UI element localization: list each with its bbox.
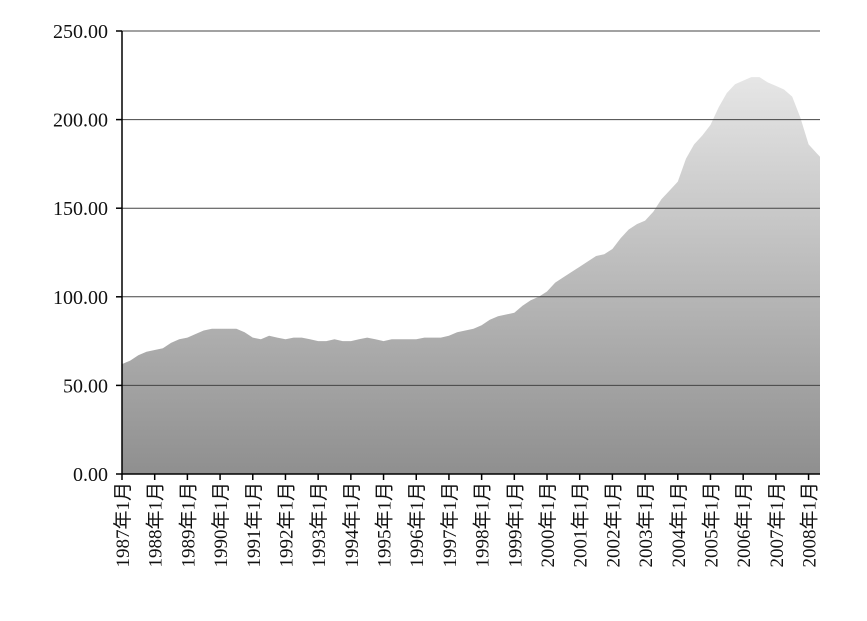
x-tick-label: 2002年1月 bbox=[602, 482, 624, 568]
x-tick-label: 2000年1月 bbox=[537, 482, 559, 568]
y-tick-label: 0.00 bbox=[73, 464, 108, 486]
data-area bbox=[122, 77, 820, 474]
x-tick-label: 1999年1月 bbox=[504, 482, 526, 568]
x-tick-label: 1995年1月 bbox=[374, 482, 396, 568]
x-tick-labels: 1987年1月 1988年1月 1989年1月 1990年1月 1991年1月 1992年… bbox=[112, 482, 821, 568]
x-tick-label: 2008年1月 bbox=[799, 482, 821, 568]
x-tick-label: 1988年1月 bbox=[145, 482, 167, 568]
x-tick-label: 2006年1月 bbox=[733, 482, 755, 568]
x-tick-label: 2005年1月 bbox=[701, 482, 723, 568]
x-tick-label: 1996年1月 bbox=[406, 482, 428, 568]
x-tick-label: 1991年1月 bbox=[243, 482, 265, 568]
x-tick-label: 1990年1月 bbox=[210, 482, 232, 568]
x-tick-label: 1987年1月 bbox=[112, 482, 134, 568]
x-tick-label: 1989年1月 bbox=[177, 482, 199, 568]
x-tick-label: 1998年1月 bbox=[472, 482, 494, 568]
axes bbox=[116, 30, 820, 480]
x-tick-label: 2004年1月 bbox=[668, 482, 690, 568]
series-area bbox=[122, 77, 820, 474]
gridlines bbox=[122, 30, 820, 386]
y-tick-label: 50.00 bbox=[63, 375, 108, 397]
y-tick-labels: 0.00 50.00 100.00 150.00 200.00 250.00 bbox=[53, 21, 108, 486]
x-tick-label: 1993年1月 bbox=[308, 482, 330, 568]
x-tick-label: 1997年1月 bbox=[439, 482, 461, 568]
x-tick-label: 2003年1月 bbox=[635, 482, 657, 568]
y-tick-label: 150.00 bbox=[53, 198, 108, 220]
y-tick-label: 250.00 bbox=[53, 21, 108, 43]
y-tick-label: 200.00 bbox=[53, 110, 108, 132]
y-tick-label: 100.00 bbox=[53, 287, 108, 309]
x-tick-label: 2001年1月 bbox=[570, 482, 592, 568]
x-tick-label: 1992年1月 bbox=[276, 482, 298, 568]
x-tick-label: 1994年1月 bbox=[341, 482, 363, 568]
x-tick-label: 2007年1月 bbox=[766, 482, 788, 568]
